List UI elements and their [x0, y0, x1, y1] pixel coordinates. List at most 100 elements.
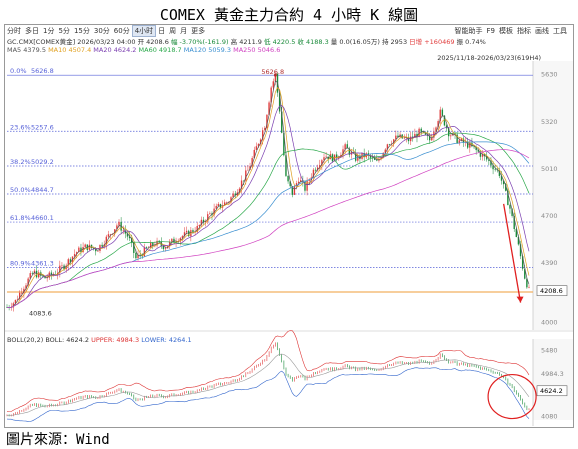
period-toolbar: 分时 多日 1分 5分 15分 30分 60分 4小时日周月更多 — [5, 25, 573, 37]
candle-body — [95, 248, 97, 252]
toolbar-button[interactable]: 模板 — [499, 27, 513, 35]
period-tab[interactable]: 30分 — [93, 27, 110, 35]
fib-percent-label: 38.2% — [10, 158, 31, 166]
candle-body — [44, 276, 46, 279]
period-tab[interactable]: 15分 — [73, 27, 90, 35]
candle-body — [42, 275, 44, 277]
period-tab[interactable]: 4小时 — [131, 25, 157, 37]
candle-body — [486, 156, 488, 160]
candle-body — [458, 140, 460, 144]
candle-body — [107, 234, 110, 237]
candle-body — [78, 247, 80, 253]
candle-body — [198, 225, 201, 226]
period-tab[interactable]: 更多 — [191, 27, 206, 35]
low-value: 低 4220.5 — [264, 38, 296, 46]
toolbar-button[interactable]: F9 — [486, 27, 495, 35]
ma10-label: MA10 4507.4 — [48, 46, 92, 54]
candle-body — [424, 132, 427, 135]
candle-body — [162, 245, 165, 249]
candle-body — [105, 236, 108, 245]
candle-body — [109, 234, 112, 235]
candle-body — [247, 169, 249, 171]
ma20-line — [6, 105, 530, 308]
candle-body — [473, 146, 475, 148]
candle-body — [122, 230, 124, 232]
fib-value-label: 4361.3 — [31, 259, 54, 267]
candles — [6, 71, 530, 312]
high-value: 高 4211.9 — [230, 38, 262, 46]
instrument-name: GC.CMX[COMEX黄金] — [7, 38, 76, 46]
candle-body — [469, 142, 471, 148]
period-tab[interactable]: 分时 — [7, 27, 21, 35]
period-tab[interactable]: 1分 — [43, 27, 55, 35]
candle-body — [441, 109, 444, 116]
candle-body — [240, 180, 243, 189]
candle-body — [439, 109, 441, 122]
boll-value-label: 4624.2 — [540, 387, 563, 395]
price-axis-bg — [533, 61, 573, 330]
candle-body — [524, 268, 526, 279]
candle-body — [232, 193, 234, 198]
period-tab[interactable]: 月 — [180, 27, 188, 35]
period-tab[interactable]: 5分 — [58, 27, 70, 35]
candle-body — [223, 202, 226, 206]
candle-body — [80, 247, 82, 253]
period-tab[interactable]: 日 — [158, 27, 166, 35]
candle-body — [97, 250, 99, 252]
candle-body — [242, 180, 245, 182]
candle-body — [511, 208, 513, 216]
boll-value-box — [536, 385, 568, 397]
candle-body — [143, 247, 146, 257]
candle-body — [297, 181, 300, 184]
fib-value-label: 5257.6 — [31, 123, 54, 131]
candle-body — [38, 272, 40, 278]
y-tick-label: 4700 — [541, 212, 558, 220]
candle-body — [483, 154, 486, 157]
boll-lower-label: LOWER: 4264.1 — [141, 336, 192, 344]
candle-body — [185, 230, 188, 233]
boll-tick-label: 4984.3 — [541, 370, 564, 378]
fib-value-label: 4660.1 — [31, 214, 54, 222]
candle-body — [255, 146, 258, 150]
candle-body — [295, 183, 298, 187]
candle-body — [283, 132, 285, 156]
toolbar-button[interactable]: 指标 — [517, 27, 531, 35]
candle-body — [61, 265, 63, 267]
candle-body — [502, 180, 505, 185]
candle-body — [29, 273, 31, 279]
ma60-line — [6, 132, 530, 308]
candle-body — [395, 135, 397, 140]
period-tab[interactable]: 60分 — [113, 27, 130, 35]
candle-body — [526, 278, 528, 288]
candle-body — [82, 247, 84, 253]
ma60-label: MA60 4918.7 — [138, 46, 182, 54]
candle-body — [435, 127, 437, 132]
candle-body — [152, 242, 154, 246]
candle-body — [304, 181, 306, 191]
ma120-line — [6, 141, 530, 308]
candle-body — [515, 229, 518, 238]
quote-info: GC.CMX[COMEX黄金] 2026/03/23 04:00 开 4208.… — [7, 38, 486, 46]
volume-value: 量 0.0(16.05万) — [330, 38, 380, 46]
toolbar-button[interactable]: 智能助手 — [454, 27, 483, 35]
period-tab[interactable]: 周 — [169, 27, 177, 35]
candle-body — [308, 180, 310, 182]
candle-body — [319, 165, 321, 168]
candle-body — [500, 175, 503, 181]
toolbar-button[interactable]: 工具 — [553, 27, 567, 35]
candle-body — [278, 92, 281, 112]
y-tick-label: 4390 — [541, 259, 558, 267]
candle-body — [397, 135, 399, 137]
candle-body — [445, 125, 448, 129]
candle-body — [293, 186, 296, 195]
toolbar-button[interactable]: 画线 — [535, 27, 549, 35]
candle-body — [409, 136, 412, 142]
oi-change-value: 日增 +160469 — [409, 38, 455, 46]
candle-body — [171, 238, 173, 242]
fib-percent-label: 80.9% — [10, 259, 31, 267]
candle-body — [289, 181, 291, 187]
candle-body — [509, 205, 511, 209]
period-tab[interactable]: 多日 — [25, 27, 39, 35]
candle-body — [346, 144, 348, 149]
chart-window: 分时 多日 1分 5分 15分 30分 60分 4小时日周月更多 智能助手 F9 模板 指标 画线 工具… — [4, 24, 574, 428]
